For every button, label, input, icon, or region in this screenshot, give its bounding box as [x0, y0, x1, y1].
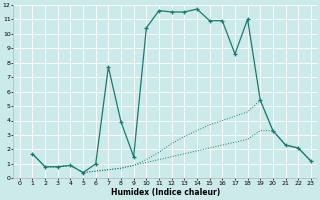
- X-axis label: Humidex (Indice chaleur): Humidex (Indice chaleur): [111, 188, 220, 197]
